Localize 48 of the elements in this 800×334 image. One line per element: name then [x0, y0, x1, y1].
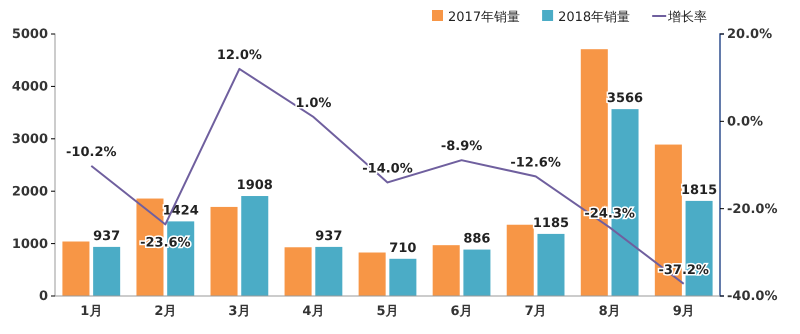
- data-label: -8.9%: [440, 139, 482, 154]
- bar: [432, 245, 460, 296]
- data-label: 1908: [236, 178, 273, 194]
- bar: [537, 234, 564, 296]
- data-label: -10.2%: [66, 144, 117, 160]
- bar: [463, 250, 490, 296]
- bar: [358, 252, 386, 296]
- x-tick-label: 4月: [302, 304, 324, 320]
- y2-tick-label: -40.0%: [727, 289, 778, 304]
- data-label: 937: [93, 228, 120, 244]
- y-tick-label: 1000: [12, 236, 48, 252]
- bar: [315, 246, 342, 296]
- data-label: 12.0%: [216, 48, 262, 63]
- data-label: 710: [389, 240, 416, 256]
- data-label: 3566: [606, 91, 644, 106]
- x-tick-label: 7月: [524, 304, 547, 320]
- legend-label: 增长率: [667, 9, 708, 25]
- y-tick-label: 0: [38, 289, 48, 304]
- data-label: 937: [315, 228, 342, 244]
- x-tick-label: 9月: [672, 304, 695, 320]
- data-label: 1815: [680, 182, 718, 198]
- x-tick-label: 8月: [598, 304, 621, 320]
- bar: [389, 258, 416, 296]
- bar: [284, 247, 312, 296]
- x-tick-label: 5月: [376, 304, 399, 320]
- y2-tick-label: 20.0%: [727, 27, 772, 42]
- x-tick-label: 1月: [80, 304, 102, 320]
- data-label: 886: [463, 232, 490, 247]
- data-label: 1.0%: [295, 96, 332, 111]
- y-tick-label: 2000: [12, 184, 48, 200]
- x-tick-label: 2月: [154, 304, 176, 320]
- legend-label: 2017年销量: [448, 10, 520, 25]
- data-label: -23.6%: [140, 235, 191, 250]
- bar: [241, 196, 268, 296]
- data-label: 1185: [532, 216, 570, 231]
- legend-label: 2018年销量: [558, 10, 630, 25]
- bar: [62, 242, 90, 296]
- y-tick-label: 4000: [12, 80, 48, 95]
- bar: [93, 246, 120, 296]
- x-tick-label: 6月: [450, 304, 473, 320]
- y2-tick-label: 0.0%: [727, 114, 764, 130]
- data-label: -12.6%: [510, 155, 561, 170]
- y-tick-label: 3000: [12, 132, 48, 147]
- y2-tick-label: -20.0%: [727, 202, 778, 217]
- x-tick-label: 3月: [228, 304, 250, 320]
- y-tick-label: 5000: [12, 27, 48, 42]
- bar: [210, 206, 238, 296]
- bar: [506, 224, 534, 296]
